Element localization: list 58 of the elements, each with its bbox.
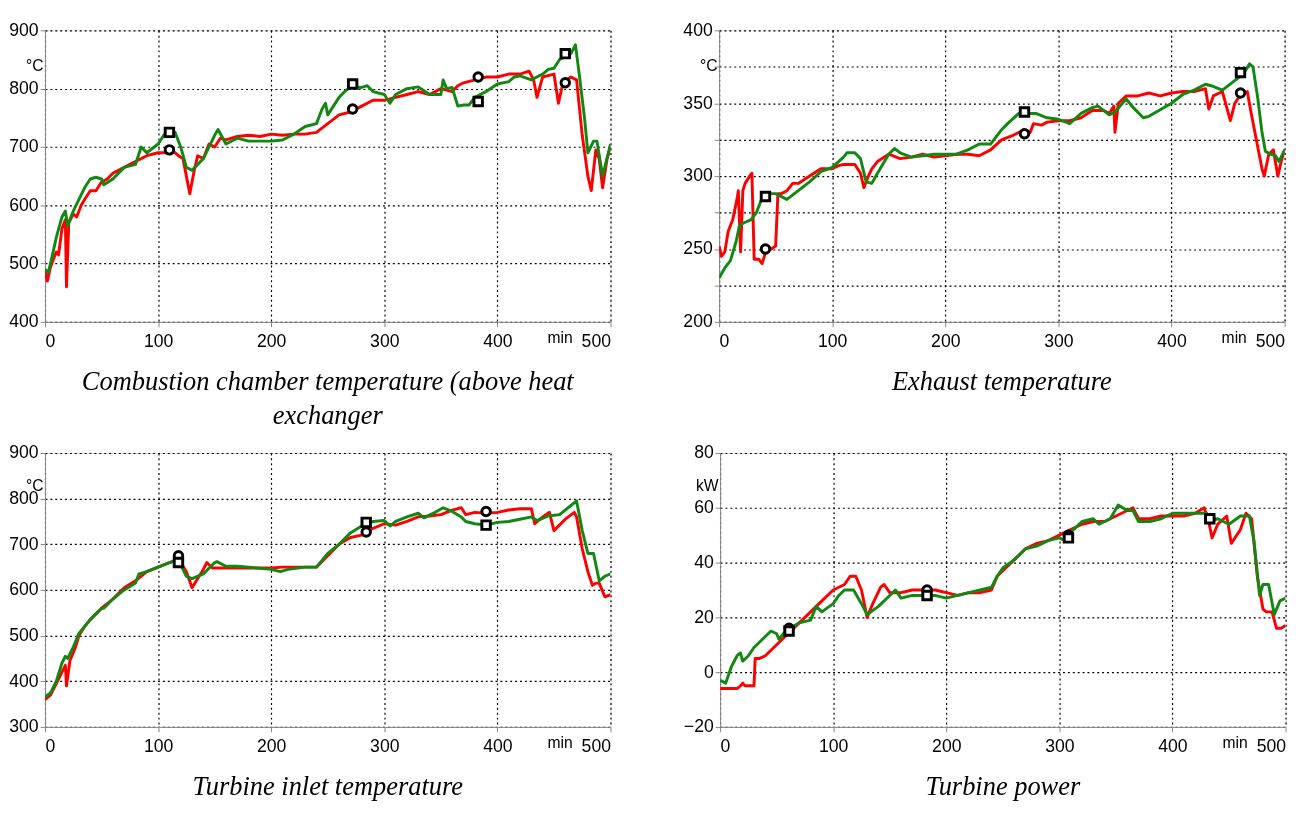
y-tick-label: 80 bbox=[694, 442, 714, 463]
y-tick-label: 900 bbox=[9, 442, 39, 463]
x-tick-label: 500 bbox=[581, 735, 612, 756]
y-tick-label: 400 bbox=[683, 19, 713, 40]
y-tick-label: 300 bbox=[683, 165, 713, 186]
y-tick-label: 600 bbox=[9, 579, 39, 600]
x-tick-label: 300 bbox=[1045, 735, 1075, 756]
y-tick-label: 500 bbox=[9, 252, 39, 273]
y-tick-label: 250 bbox=[683, 238, 713, 259]
y-tick-label: 20 bbox=[694, 606, 714, 627]
x-tick-label: 200 bbox=[257, 330, 287, 351]
x-tick-label: 500 bbox=[1255, 330, 1286, 351]
y-tick-label: 400 bbox=[9, 311, 39, 332]
x-tick-label: 300 bbox=[370, 735, 400, 756]
x-axis-title: min bbox=[547, 733, 573, 751]
x-tick-label: 500 bbox=[581, 330, 612, 351]
x-axis-title: min bbox=[547, 328, 573, 346]
y-axis-title: kW bbox=[696, 477, 719, 495]
x-tick-label: 0 bbox=[719, 330, 730, 351]
y-tick-label: −20 bbox=[683, 716, 714, 737]
x-tick-label: 300 bbox=[1044, 330, 1074, 351]
x-tick-label: 300 bbox=[370, 330, 400, 351]
x-tick-label: 400 bbox=[483, 735, 513, 756]
y-tick-label: 700 bbox=[9, 533, 39, 554]
y-tick-label: 800 bbox=[9, 78, 39, 99]
x-tick-label: 400 bbox=[1157, 330, 1187, 351]
x-tick-label: 500 bbox=[1256, 735, 1287, 756]
x-tick-label: 0 bbox=[720, 735, 731, 756]
y-tick-label: 400 bbox=[9, 670, 39, 691]
y-tick-label: 0 bbox=[703, 661, 714, 682]
x-axis-title: min bbox=[1221, 328, 1247, 346]
x-tick-label: 200 bbox=[257, 735, 287, 756]
x-tick-label: 100 bbox=[143, 735, 174, 756]
x-tick-label: 0 bbox=[45, 330, 56, 351]
y-tick-label: 40 bbox=[694, 551, 714, 572]
y-tick-label: 600 bbox=[9, 194, 39, 215]
y-axis-title: °C bbox=[25, 56, 44, 74]
text: Combustion chamber temperature (above heat exchanger bbox=[81, 366, 575, 430]
x-axis-title: min bbox=[1222, 733, 1248, 751]
y-tick-label: 200 bbox=[683, 311, 713, 332]
x-tick-label: 200 bbox=[932, 735, 962, 756]
y-tick-label: 500 bbox=[9, 624, 39, 645]
y-tick-label: 350 bbox=[683, 92, 713, 113]
text: Exhaust temperature bbox=[890, 366, 1113, 397]
text: Turbine power bbox=[925, 771, 1081, 802]
y-tick-label: 60 bbox=[694, 497, 714, 518]
x-tick-label: 100 bbox=[143, 330, 174, 351]
y-axis-title: °C bbox=[700, 56, 718, 74]
y-tick-label: 300 bbox=[9, 716, 39, 737]
x-tick-label: 100 bbox=[818, 330, 848, 351]
x-tick-label: 100 bbox=[818, 735, 849, 756]
x-tick-label: 400 bbox=[483, 330, 513, 351]
x-tick-label: 200 bbox=[931, 330, 961, 351]
y-tick-label: 700 bbox=[9, 136, 39, 157]
x-tick-label: 0 bbox=[45, 735, 56, 756]
text: Turbine inlet temperature bbox=[192, 771, 464, 802]
y-tick-label: 900 bbox=[9, 19, 39, 40]
x-tick-label: 400 bbox=[1158, 735, 1188, 756]
